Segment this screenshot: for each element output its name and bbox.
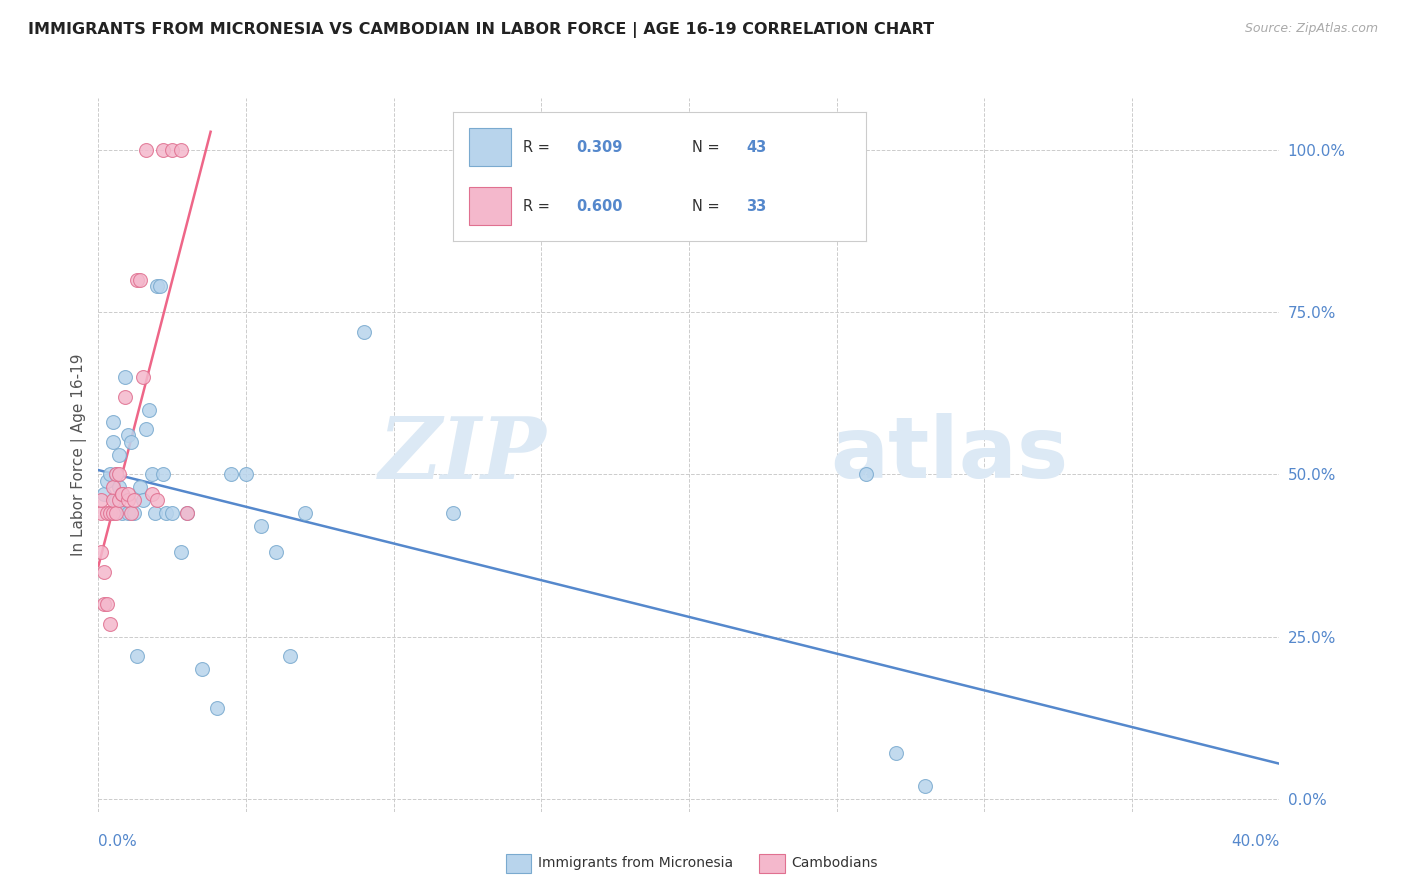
Point <box>205 701 228 715</box>
Point <box>884 747 907 761</box>
Text: 0.309: 0.309 <box>576 139 623 154</box>
Y-axis label: In Labor Force | Age 16-19: In Labor Force | Age 16-19 <box>72 353 87 557</box>
Text: N =: N = <box>693 139 724 154</box>
Point <box>170 143 193 157</box>
Point <box>90 493 112 508</box>
Point <box>96 597 118 611</box>
Text: Immigrants from Micronesia: Immigrants from Micronesia <box>538 856 734 871</box>
Point <box>117 493 139 508</box>
Point <box>132 370 155 384</box>
Point <box>294 506 316 520</box>
Point <box>143 506 166 520</box>
Point <box>105 493 128 508</box>
Point <box>103 493 125 508</box>
Point <box>162 506 183 520</box>
Point <box>103 416 125 430</box>
Point <box>176 506 198 520</box>
Point <box>103 480 125 494</box>
Point <box>219 467 242 482</box>
Text: N =: N = <box>693 199 724 214</box>
Point <box>111 487 134 501</box>
Text: ZIP: ZIP <box>380 413 547 497</box>
Point <box>96 474 118 488</box>
Text: Cambodians: Cambodians <box>792 856 879 871</box>
Point <box>90 506 112 520</box>
Point <box>120 506 142 520</box>
Point <box>162 143 183 157</box>
Point <box>132 493 155 508</box>
Text: R =: R = <box>523 199 554 214</box>
Text: 33: 33 <box>747 199 766 214</box>
Point <box>353 325 375 339</box>
Point <box>93 565 115 579</box>
Point <box>105 506 128 520</box>
Point <box>103 434 125 449</box>
Point <box>146 493 169 508</box>
Point <box>235 467 257 482</box>
Text: IMMIGRANTS FROM MICRONESIA VS CAMBODIAN IN LABOR FORCE | AGE 16-19 CORRELATION C: IMMIGRANTS FROM MICRONESIA VS CAMBODIAN … <box>28 22 934 38</box>
Point <box>125 648 148 663</box>
Point <box>111 506 134 520</box>
Point <box>914 779 936 793</box>
Point <box>441 506 464 520</box>
Point <box>108 480 131 494</box>
Point <box>103 506 125 520</box>
Point <box>114 370 136 384</box>
Point <box>98 506 121 520</box>
Point <box>135 143 157 157</box>
Point <box>125 273 148 287</box>
Text: atlas: atlas <box>831 413 1069 497</box>
Point <box>98 467 121 482</box>
Point <box>122 506 145 520</box>
Point <box>117 506 139 520</box>
Point <box>141 467 163 482</box>
Point <box>141 487 163 501</box>
Point <box>111 487 134 501</box>
Point <box>122 493 145 508</box>
Point <box>96 506 118 520</box>
Point <box>152 467 174 482</box>
Point <box>117 487 139 501</box>
Point <box>146 279 169 293</box>
Point <box>117 428 139 442</box>
Point <box>170 545 193 559</box>
Point <box>855 467 877 482</box>
Text: Source: ZipAtlas.com: Source: ZipAtlas.com <box>1244 22 1378 36</box>
Point <box>138 402 160 417</box>
Point <box>111 487 134 501</box>
Point <box>98 616 121 631</box>
Point <box>105 467 128 482</box>
Text: 43: 43 <box>747 139 766 154</box>
FancyBboxPatch shape <box>470 187 510 226</box>
Point <box>93 597 115 611</box>
Point <box>278 648 302 663</box>
Point <box>135 422 157 436</box>
Point <box>114 390 136 404</box>
Point <box>250 519 273 533</box>
Point <box>105 467 128 482</box>
Text: 40.0%: 40.0% <box>1232 834 1279 849</box>
Point <box>108 493 131 508</box>
Point <box>191 662 214 676</box>
Point <box>155 506 177 520</box>
Text: 0.0%: 0.0% <box>98 834 138 849</box>
FancyBboxPatch shape <box>470 128 510 166</box>
Point <box>93 487 115 501</box>
Point <box>108 448 131 462</box>
Text: R =: R = <box>523 139 554 154</box>
Point <box>176 506 198 520</box>
Text: 0.600: 0.600 <box>576 199 623 214</box>
Point <box>120 434 142 449</box>
Point <box>152 143 174 157</box>
Point <box>128 273 150 287</box>
Point <box>264 545 287 559</box>
Point <box>90 545 112 559</box>
Point <box>108 467 131 482</box>
Point <box>149 279 172 293</box>
Point <box>128 480 150 494</box>
